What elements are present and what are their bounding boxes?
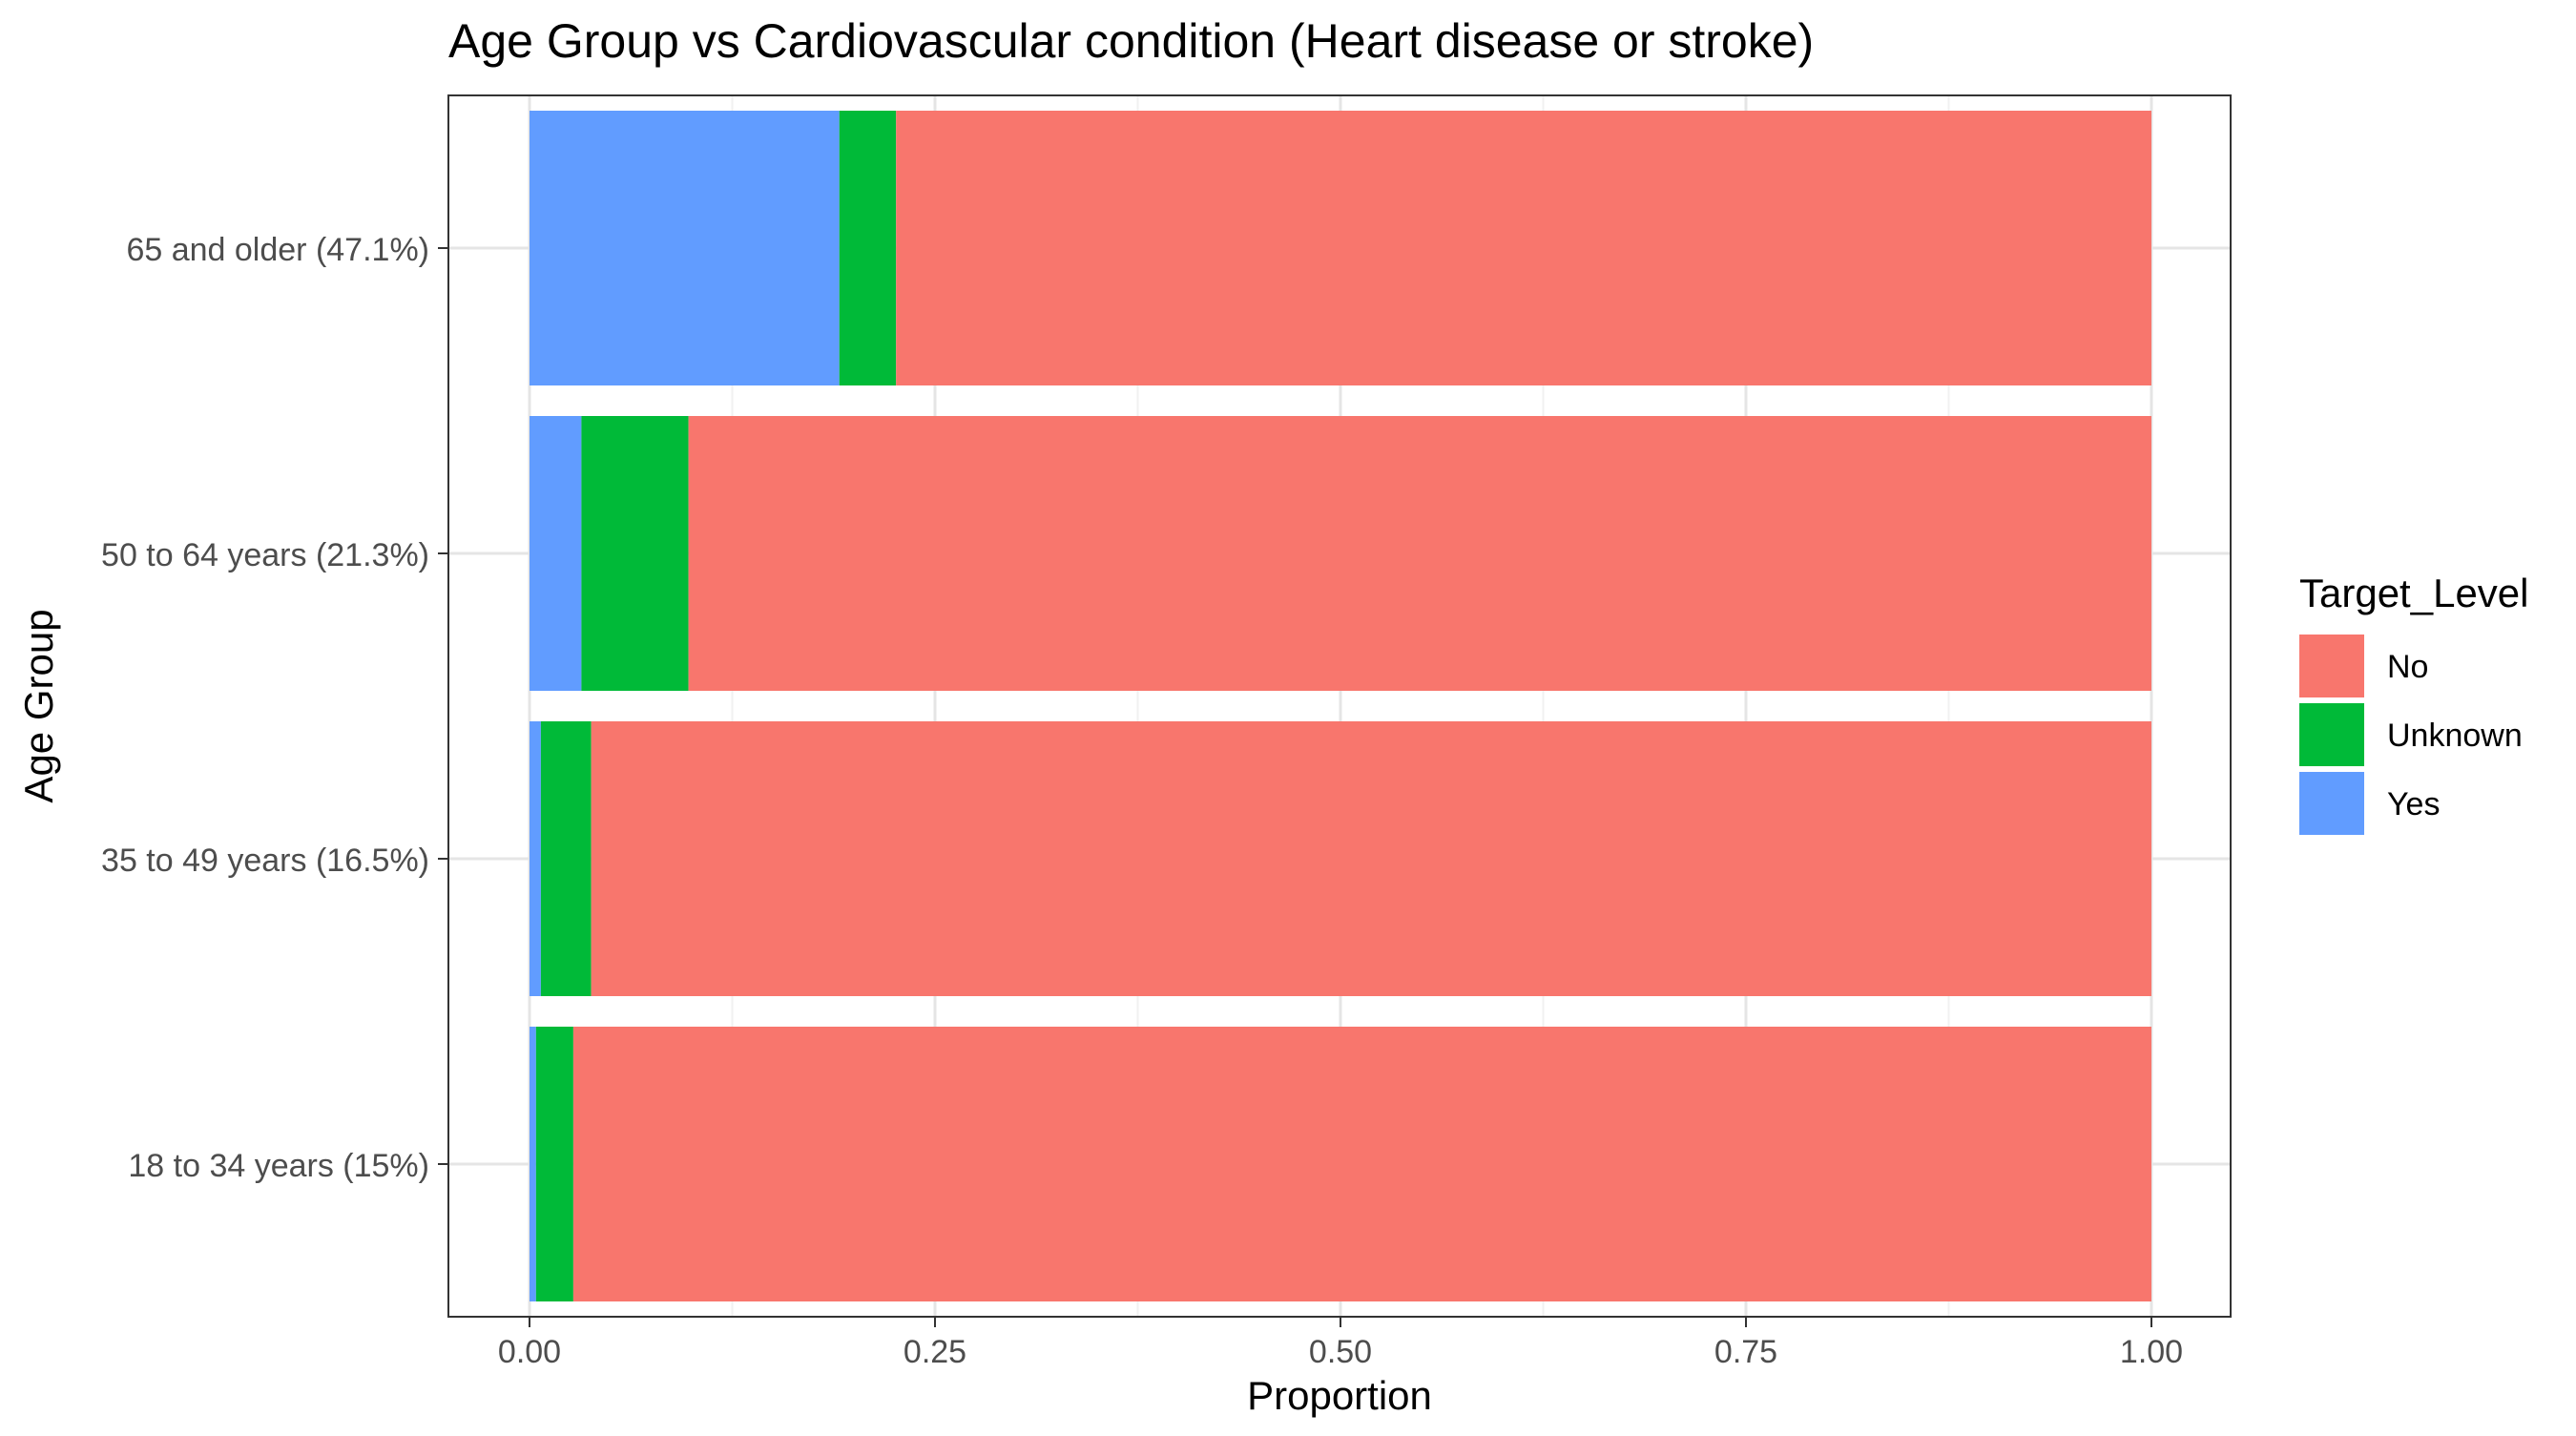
legend-label-no: No — [2387, 649, 2428, 685]
legend-swatch-yes — [2299, 772, 2364, 835]
x-tick-label: 0.00 — [498, 1334, 561, 1370]
legend-swatch-no — [2299, 635, 2364, 697]
x-tick-label: 0.75 — [1714, 1334, 1777, 1370]
y-tick-label: 35 to 49 years (16.5%) — [101, 843, 429, 879]
bar-segment-yes — [530, 111, 840, 385]
bar-segment-no — [896, 111, 2152, 385]
legend: Target_Level No Unknown Yes — [2299, 571, 2529, 835]
bar-segment-no — [591, 721, 2151, 996]
legend-swatch-unknown — [2299, 703, 2364, 766]
bar-segment-yes — [530, 1027, 536, 1301]
y-tick-label: 50 to 64 years (21.3%) — [101, 537, 429, 573]
legend-label-yes: Yes — [2387, 786, 2440, 822]
x-tick-label: 0.50 — [1309, 1334, 1372, 1370]
x-axis-label: Proportion — [1247, 1373, 1432, 1418]
x-tick-label: 0.25 — [904, 1334, 966, 1370]
bar-segment-yes — [530, 416, 582, 691]
legend-label-unknown: Unknown — [2387, 718, 2523, 754]
x-tick-label: 1.00 — [2120, 1334, 2183, 1370]
bar-segment-no — [688, 416, 2151, 691]
bar-segment-yes — [530, 721, 541, 996]
bar-segment-unknown — [540, 721, 592, 996]
y-tick-label: 18 to 34 years (15%) — [128, 1148, 429, 1184]
bar-segment-no — [572, 1027, 2151, 1301]
bar-segment-unknown — [535, 1027, 573, 1301]
axis-layer: 65 and older (47.1%) 50 to 64 years (21.3… — [101, 232, 2183, 1370]
bar-segment-unknown — [581, 416, 689, 691]
bars-layer — [530, 111, 2152, 1301]
legend-title: Target_Level — [2299, 571, 2529, 615]
y-tick-label: 65 and older (47.1%) — [126, 232, 429, 268]
y-axis-label: Age Group — [16, 609, 61, 802]
bar-segment-unknown — [839, 111, 897, 385]
chart-title: Age Group vs Cardiovascular condition (H… — [448, 14, 1814, 68]
